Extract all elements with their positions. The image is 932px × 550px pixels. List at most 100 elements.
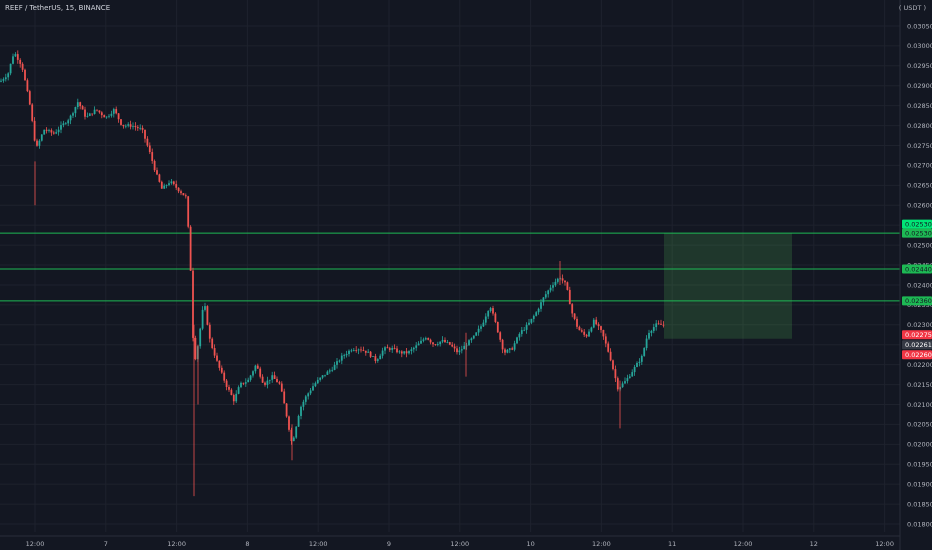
y-tick-label: 0.02750 <box>907 142 932 150</box>
candle-body <box>4 77 7 80</box>
candle-body <box>518 333 521 338</box>
candle-body <box>88 113 91 116</box>
candle-body <box>144 129 146 139</box>
time-axis[interactable]: 12:00 7 12:00 8 12:00 9 12:00 10 12:00 11 12:00 12 1… <box>0 535 900 548</box>
candle-body <box>410 349 413 352</box>
candle-body <box>295 426 298 438</box>
candle-body <box>112 109 115 114</box>
candle-body <box>540 302 542 309</box>
candle-body <box>592 319 595 328</box>
candle-body <box>472 335 475 339</box>
y-tick-label: 0.02800 <box>907 122 932 130</box>
candle-body <box>621 383 624 388</box>
x-tick-label: 12:00 <box>450 540 469 548</box>
candle-body <box>312 386 314 391</box>
candle-body <box>331 369 334 371</box>
candle-body <box>307 393 310 397</box>
candle-body <box>208 324 211 339</box>
candle-body <box>153 160 156 171</box>
candle-body <box>372 356 374 357</box>
candle-body <box>633 366 636 373</box>
candle-body <box>446 342 449 343</box>
candle-body <box>657 323 660 325</box>
candle-body <box>631 372 634 377</box>
price-badge-label: 0.02275 <box>905 331 932 339</box>
candle-body <box>511 348 514 350</box>
candle-body <box>609 351 612 361</box>
candle-body <box>556 278 559 282</box>
y-tick-label: 0.02850 <box>907 102 932 110</box>
candle-body <box>151 152 154 161</box>
price-axis[interactable]: 0.03050 0.03000 0.02950 0.02900 0.02850 0.028… <box>899 0 932 550</box>
candle-body <box>448 342 451 345</box>
candle-body <box>492 308 494 314</box>
candle-body <box>76 102 79 108</box>
candle-body <box>168 183 170 186</box>
candle-body <box>165 185 168 186</box>
candle-body <box>43 129 46 135</box>
candle-body <box>0 80 2 82</box>
candle-body <box>384 347 386 351</box>
candle-body <box>213 348 216 356</box>
candle-body <box>218 360 221 368</box>
candle-body <box>242 382 245 384</box>
candle-body <box>259 368 262 377</box>
candle-body <box>326 371 329 375</box>
candle-body <box>199 328 202 347</box>
candle-body <box>453 346 456 349</box>
candle-body <box>616 378 619 390</box>
y-tick-label: 0.02950 <box>907 62 932 70</box>
candle-body <box>362 350 365 351</box>
candle-body <box>369 351 372 357</box>
candle-body <box>127 124 130 126</box>
candle-body <box>487 310 490 317</box>
candle-body <box>645 338 648 349</box>
candle-body <box>628 376 631 379</box>
candle-body <box>520 330 523 334</box>
candle-body <box>81 106 84 110</box>
candle-body <box>16 54 19 60</box>
candle-body <box>590 327 593 332</box>
currency-unit-label[interactable]: ( USDT ) <box>898 4 926 12</box>
candle-body <box>148 145 151 153</box>
candle-body <box>45 129 48 131</box>
candle-body <box>28 91 31 105</box>
target-zone[interactable] <box>664 233 792 339</box>
candle-body <box>357 349 360 351</box>
chart-title: REEF / TetherUS, 15, BINANCE <box>5 4 111 12</box>
candle-body <box>525 324 528 330</box>
candle-body <box>530 318 533 323</box>
candle-body <box>187 196 190 227</box>
target-zone-layer <box>664 233 792 339</box>
candle-body <box>276 378 278 383</box>
candle-body <box>223 372 226 381</box>
candle-body <box>501 339 504 350</box>
candle-body <box>439 341 442 345</box>
candle-body <box>544 294 547 298</box>
candle-body <box>302 401 305 407</box>
candle-body <box>566 282 569 290</box>
x-tick-label: 12:00 <box>309 540 328 548</box>
candle-body <box>156 170 158 175</box>
candle-body <box>93 109 96 114</box>
candle-body <box>9 63 12 74</box>
candle-body <box>110 113 113 116</box>
candle-body <box>396 348 398 353</box>
candle-body <box>576 318 578 327</box>
candle-body <box>403 351 406 354</box>
candle-body <box>129 124 132 127</box>
candle-body <box>12 56 14 64</box>
candle-body <box>264 382 266 385</box>
candle-body <box>420 340 422 344</box>
candle-body <box>614 369 617 379</box>
candle-body <box>278 382 281 384</box>
candle-body <box>652 327 655 331</box>
level-badge <box>902 228 932 238</box>
candle-body <box>100 112 103 116</box>
candle-body <box>506 349 509 353</box>
candle-body <box>348 350 350 355</box>
candle-body <box>489 308 492 311</box>
candle-body <box>636 362 638 367</box>
candle-body <box>655 323 658 328</box>
